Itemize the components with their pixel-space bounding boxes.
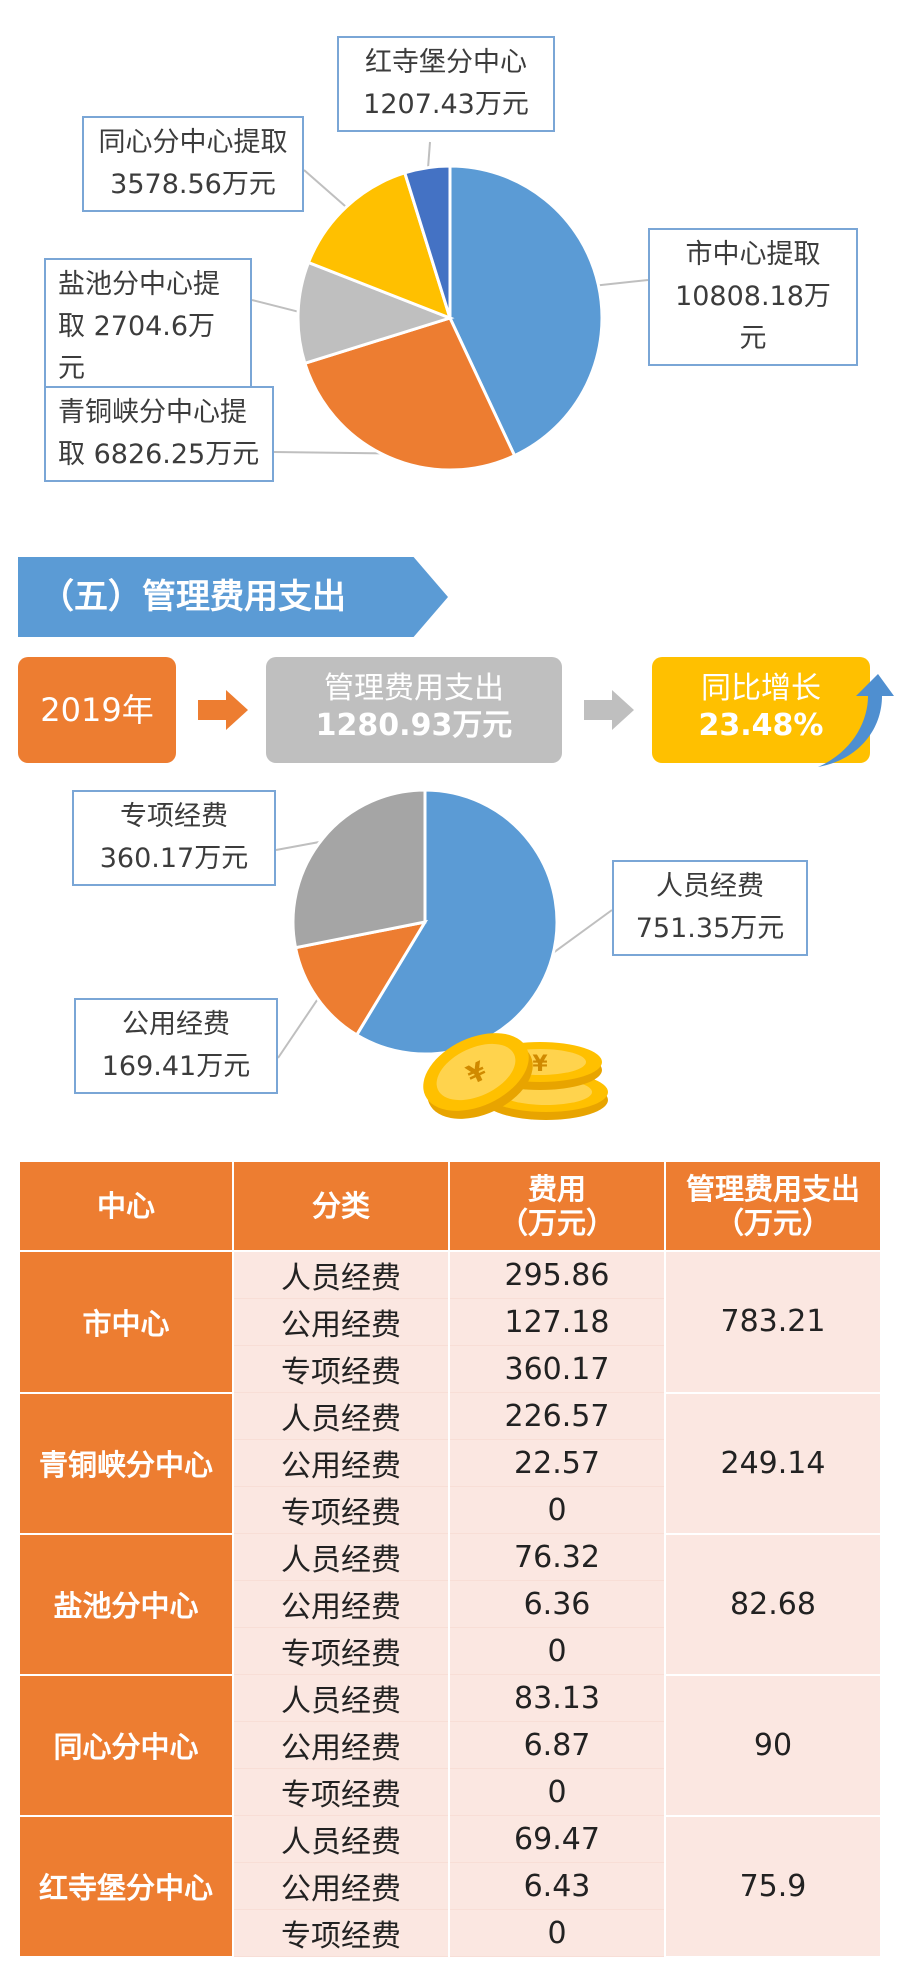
pie-slice-red-temple bbox=[402, 164, 452, 319]
center-name-cell: 红寺堡分中心 bbox=[18, 1814, 234, 1958]
growth-card: 同比增长 23.48% bbox=[652, 657, 870, 763]
category-cell: 专项经费 bbox=[232, 1768, 450, 1816]
total-cell: 82.68 bbox=[664, 1532, 882, 1676]
leader-line-special bbox=[275, 839, 327, 851]
header-cost: 费用 （万元） bbox=[448, 1160, 666, 1252]
cost-cell: 0 bbox=[448, 1486, 666, 1534]
table-row: 专项经费 0 bbox=[19, 1627, 881, 1675]
category-cell: 公用经费 bbox=[232, 1439, 450, 1487]
pie1-label-yanchi: 盐池分中心提取 2704.6万元 bbox=[44, 258, 252, 396]
center-name-cell: 青铜峡分中心 bbox=[18, 1391, 234, 1535]
pie2-label-public: 公用经费 169.41万元 bbox=[74, 998, 278, 1094]
cost-cell: 83.13 bbox=[448, 1674, 666, 1722]
total-cell: 249.14 bbox=[664, 1391, 882, 1535]
table-row: 专项经费 360.17 bbox=[19, 1345, 881, 1393]
total-cell: 90 bbox=[664, 1673, 882, 1817]
cost-cell: 295.86 bbox=[448, 1250, 666, 1299]
table-header-row: 中心 分类 费用 （万元） 管理费用支出 （万元） bbox=[18, 1160, 882, 1252]
table-row: 市中心 人员经费 295.86 783.21 bbox=[18, 1250, 882, 1394]
header-center: 中心 bbox=[18, 1160, 234, 1252]
table-row: 公用经费 127.18 bbox=[19, 1298, 881, 1346]
header-total: 管理费用支出 （万元） bbox=[664, 1160, 882, 1252]
category-cell: 专项经费 bbox=[232, 1627, 450, 1675]
cost-cell: 6.43 bbox=[448, 1862, 666, 1910]
pie-chart-management-costs: ¥ ¥ bbox=[275, 788, 613, 1120]
pie2-label-personnel: 人员经费 751.35万元 bbox=[612, 860, 808, 956]
year-text: 2019年 bbox=[40, 691, 154, 729]
category-cell: 人员经费 bbox=[232, 1392, 450, 1440]
cost-cell: 0 bbox=[448, 1909, 666, 1957]
arrow-right-orange-icon bbox=[198, 690, 248, 730]
category-cell: 专项经费 bbox=[232, 1909, 450, 1957]
table-row: 公用经费 22.57 bbox=[19, 1439, 881, 1487]
expense-value: 1280.93万元 bbox=[315, 708, 513, 743]
cost-cell: 6.87 bbox=[448, 1721, 666, 1769]
category-cell: 人员经费 bbox=[232, 1250, 450, 1299]
growth-label: 同比增长 bbox=[701, 671, 821, 706]
cost-cell: 22.57 bbox=[448, 1439, 666, 1487]
leader-line-qingtongxia bbox=[273, 451, 391, 455]
pie1-label-qingtongxia: 青铜峡分中心提取 6826.25万元 bbox=[44, 386, 274, 482]
cost-table: 中心 分类 费用 （万元） 管理费用支出 （万元） 市中心 人员经费 295.86 7… bbox=[18, 1160, 882, 1958]
pie2-label-special: 专项经费 360.17万元 bbox=[72, 790, 276, 886]
category-cell: 人员经费 bbox=[232, 1533, 450, 1581]
table-row: 公用经费 6.36 bbox=[19, 1580, 881, 1628]
pie1-label-city: 市中心提取 10808.18万元 bbox=[648, 228, 858, 366]
table-row: 盐池分中心 人员经费 76.32 82.68 bbox=[18, 1532, 882, 1676]
category-cell: 专项经费 bbox=[232, 1345, 450, 1393]
total-cell: 783.21 bbox=[664, 1250, 882, 1394]
table-row: 专项经费 0 bbox=[19, 1768, 881, 1816]
cost-cell: 127.18 bbox=[448, 1298, 666, 1346]
cost-cell: 69.47 bbox=[448, 1815, 666, 1863]
cost-cell: 226.57 bbox=[448, 1392, 666, 1440]
table-row: 青铜峡分中心 人员经费 226.57 249.14 bbox=[18, 1391, 882, 1535]
table-row: 公用经费 6.87 bbox=[19, 1721, 881, 1769]
pie-slice-public bbox=[293, 919, 429, 1038]
header-category: 分类 bbox=[232, 1160, 450, 1252]
pie1-label-red-temple: 红寺堡分中心 1207.43万元 bbox=[337, 36, 555, 132]
section-banner: （五）管理费用支出 bbox=[18, 557, 448, 637]
pie-slice-city bbox=[448, 164, 604, 458]
table-row: 红寺堡分中心 人员经费 69.47 75.9 bbox=[18, 1814, 882, 1958]
leader-line-city bbox=[594, 279, 649, 287]
year-badge: 2019年 bbox=[18, 657, 176, 763]
category-cell: 公用经费 bbox=[232, 1721, 450, 1769]
cost-cell: 360.17 bbox=[448, 1345, 666, 1393]
cost-cell: 76.32 bbox=[448, 1533, 666, 1581]
expense-label: 管理费用支出 bbox=[324, 671, 504, 706]
category-cell: 公用经费 bbox=[232, 1580, 450, 1628]
center-name-cell: 盐池分中心 bbox=[18, 1532, 234, 1676]
section-title: （五）管理费用支出 bbox=[40, 577, 346, 617]
category-cell: 公用经费 bbox=[232, 1298, 450, 1346]
category-cell: 人员经费 bbox=[232, 1674, 450, 1722]
expense-card: 管理费用支出 1280.93万元 bbox=[266, 657, 562, 763]
pie-slice-yanchi bbox=[296, 260, 455, 366]
pie1-label-tongxin: 同心分中心提取 3578.56万元 bbox=[82, 116, 304, 212]
category-cell: 人员经费 bbox=[232, 1815, 450, 1863]
leader-line-tongxin bbox=[303, 169, 350, 211]
leader-line-public bbox=[277, 994, 322, 1059]
leader-line-personnel bbox=[547, 909, 613, 958]
arrow-right-gray-icon bbox=[584, 690, 634, 730]
category-cell: 专项经费 bbox=[232, 1486, 450, 1534]
leader-line-yanchi bbox=[251, 299, 303, 314]
pie-slice-special bbox=[291, 788, 427, 950]
pie-slice-personnel bbox=[354, 788, 559, 1056]
pie-chart-withdrawals bbox=[251, 141, 649, 472]
center-name-cell: 同心分中心 bbox=[18, 1673, 234, 1817]
cost-cell: 0 bbox=[448, 1768, 666, 1816]
cost-cell: 6.36 bbox=[448, 1580, 666, 1628]
total-cell: 75.9 bbox=[664, 1814, 882, 1958]
category-cell: 公用经费 bbox=[232, 1862, 450, 1910]
coins-icon: ¥ ¥ bbox=[423, 1033, 608, 1120]
svg-text:¥: ¥ bbox=[532, 1052, 548, 1077]
growth-trend-arrow-icon bbox=[818, 674, 894, 767]
center-name-cell: 市中心 bbox=[18, 1250, 234, 1394]
growth-value: 23.48% bbox=[698, 708, 824, 743]
cost-cell: 0 bbox=[448, 1627, 666, 1675]
table-row: 专项经费 0 bbox=[19, 1909, 881, 1957]
table-row: 同心分中心 人员经费 83.13 90 bbox=[18, 1673, 882, 1817]
pie-slice-qingtongxia bbox=[303, 316, 517, 472]
